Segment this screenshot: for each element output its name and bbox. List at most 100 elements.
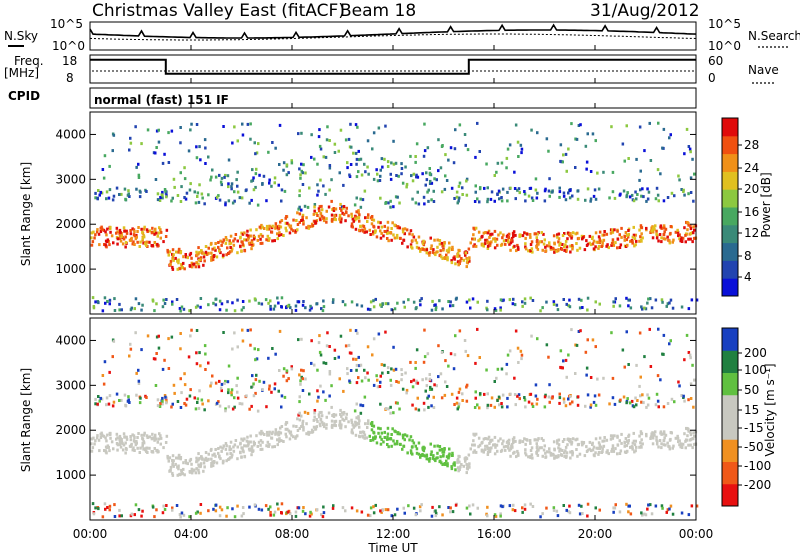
power-cell bbox=[112, 194, 116, 198]
velocity-cell bbox=[102, 434, 106, 438]
velocity-cell bbox=[437, 344, 440, 348]
velocity-cell bbox=[349, 328, 352, 332]
power-cell bbox=[165, 195, 168, 199]
velocity-cell bbox=[558, 396, 562, 400]
colorbar-segment bbox=[722, 242, 738, 261]
power-cell bbox=[526, 232, 529, 236]
velocity-cell bbox=[359, 363, 363, 367]
power-cell bbox=[423, 122, 426, 126]
power-cell bbox=[410, 245, 413, 249]
velocity-cell bbox=[145, 434, 149, 438]
velocity-cell bbox=[638, 445, 641, 449]
velocity-cell bbox=[596, 446, 600, 450]
velocity-cell bbox=[645, 405, 648, 409]
power-cell bbox=[137, 173, 141, 177]
power-cell bbox=[359, 157, 363, 161]
power-cell bbox=[535, 245, 538, 248]
power-cell bbox=[567, 147, 570, 151]
power-cell bbox=[197, 262, 200, 266]
power-cell bbox=[108, 164, 111, 168]
velocity-cell bbox=[625, 330, 628, 334]
velocity-cell bbox=[639, 444, 643, 448]
power-cell bbox=[394, 161, 398, 165]
power-cell bbox=[411, 233, 414, 237]
power-cell bbox=[641, 187, 644, 191]
power-cell bbox=[197, 246, 200, 250]
velocity-cell bbox=[576, 403, 580, 407]
power-cell bbox=[648, 121, 651, 125]
power-cell bbox=[499, 306, 502, 310]
velocity-cell bbox=[328, 394, 331, 398]
power-cell bbox=[509, 241, 513, 245]
power-cell bbox=[594, 139, 597, 143]
velocity-cell bbox=[177, 464, 180, 468]
power-cell bbox=[647, 297, 650, 301]
velocity-cell bbox=[316, 368, 319, 372]
power-cell bbox=[233, 125, 236, 129]
velocity-cell bbox=[597, 452, 600, 456]
power-cell bbox=[194, 201, 198, 205]
velocity-cell bbox=[354, 357, 358, 361]
power-cell bbox=[104, 230, 107, 234]
power-cell bbox=[154, 227, 157, 231]
power-cell bbox=[118, 237, 122, 241]
velocity-cell bbox=[541, 512, 544, 516]
velocity-cell bbox=[176, 473, 179, 477]
power-cell bbox=[141, 230, 144, 234]
velocity-cell bbox=[438, 445, 442, 448]
velocity-cell bbox=[414, 407, 418, 411]
power-cell bbox=[457, 263, 460, 267]
velocity-cell bbox=[227, 364, 231, 368]
velocity-cell bbox=[298, 411, 301, 415]
power-cell bbox=[596, 171, 599, 175]
power-cell bbox=[111, 149, 114, 153]
power-cell bbox=[630, 193, 634, 197]
velocity-cell bbox=[236, 396, 240, 400]
power-cell bbox=[162, 240, 165, 244]
power-cell bbox=[673, 194, 676, 198]
power-cell bbox=[485, 306, 488, 310]
colorbar-tick-label: -50 bbox=[744, 440, 764, 454]
velocity-cell bbox=[689, 397, 693, 400]
power-cell bbox=[577, 124, 581, 127]
power-cell bbox=[534, 188, 538, 192]
power-cell bbox=[264, 298, 268, 302]
velocity-cell bbox=[324, 398, 327, 402]
power-cell bbox=[333, 217, 337, 221]
velocity-cell bbox=[290, 433, 293, 437]
power-cell bbox=[376, 179, 380, 183]
velocity-cell bbox=[196, 397, 200, 401]
power-y-label: Slant Range [km] bbox=[19, 162, 33, 266]
power-cell bbox=[605, 232, 609, 236]
velocity-cell bbox=[605, 450, 608, 454]
power-cell bbox=[93, 236, 96, 240]
power-cell bbox=[91, 296, 95, 300]
velocity-cell bbox=[340, 423, 343, 427]
velocity-cell bbox=[94, 506, 97, 510]
velocity-cell bbox=[351, 431, 354, 435]
power-cell bbox=[133, 307, 136, 311]
power-cell bbox=[318, 144, 322, 148]
power-cell bbox=[597, 245, 601, 248]
power-cell bbox=[515, 249, 518, 253]
velocity-cell bbox=[552, 440, 556, 444]
velocity-cell bbox=[266, 433, 269, 437]
velocity-cell bbox=[320, 414, 324, 418]
velocity-cell bbox=[536, 397, 539, 401]
power-cell bbox=[514, 233, 517, 237]
power-cell bbox=[593, 188, 597, 192]
y-tick-label: 3000 bbox=[55, 378, 86, 392]
velocity-cell bbox=[182, 467, 185, 471]
velocity-cell bbox=[648, 327, 651, 331]
velocity-cell bbox=[145, 396, 148, 399]
power-cell bbox=[598, 230, 602, 234]
power-cell bbox=[152, 230, 156, 234]
velocity-cell bbox=[502, 439, 505, 443]
power-cell bbox=[300, 219, 303, 222]
power-cell bbox=[528, 233, 532, 236]
velocity-cell bbox=[259, 439, 263, 443]
velocity-cell bbox=[646, 403, 650, 407]
velocity-cell bbox=[158, 432, 161, 436]
power-cell bbox=[477, 230, 481, 234]
power-cell bbox=[564, 198, 568, 202]
